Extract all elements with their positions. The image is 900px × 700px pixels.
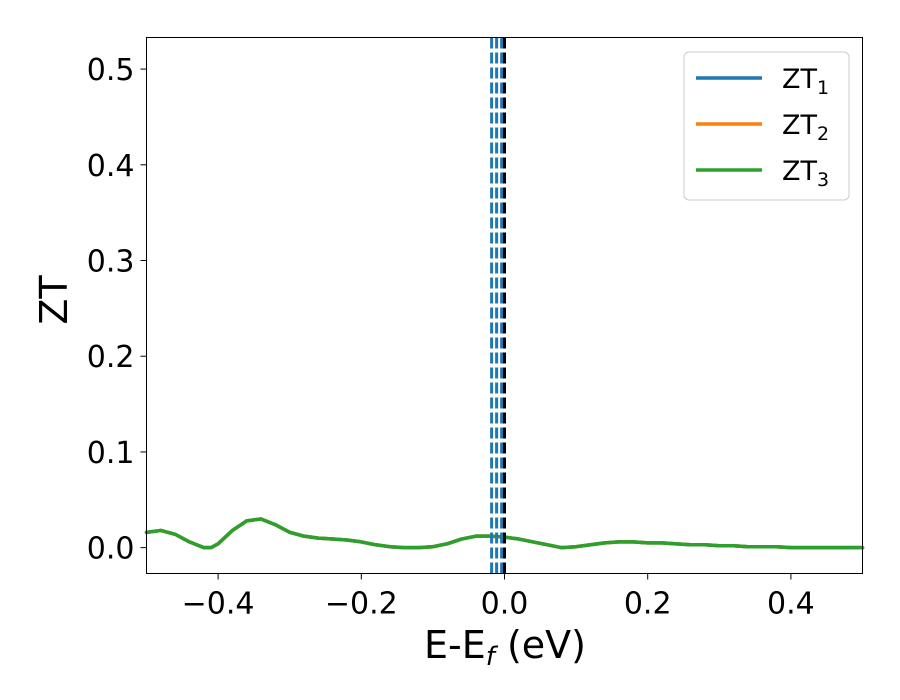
x-axis-label-unit: (eV) [495,623,586,667]
y-axis-ticks: 0.0 0.1 0.2 0.3 0.4 0.5 [87,53,147,567]
y-tick-label-3: 0.2 [87,340,135,375]
legend-label-1: ZT1 [782,64,829,99]
legend-label-sub-3: 3 [817,169,829,191]
legend-label-main-2: ZT [782,110,817,141]
vertical-lines [490,37,506,574]
x-tick-label-2: −0.2 [325,587,398,622]
legend-label-sub-2: 2 [817,123,829,145]
legend-label-main-3: ZT [782,156,817,187]
x-tick-label-5: 0.4 [767,587,815,622]
legend-label-main-1: ZT [782,64,817,95]
legend-label-3: ZT3 [782,156,829,191]
y-tick-label-6: 0.5 [87,53,135,88]
y-tick-label-5: 0.4 [87,149,135,184]
x-axis-label-main: E-E [424,623,486,667]
legend-label-sub-1: 1 [817,77,829,99]
x-axis-label: E-Ef (eV) [424,623,586,672]
y-axis-label: ZT [32,275,76,325]
y-tick-label-2: 0.1 [87,436,135,471]
x-tick-label-4: 0.2 [624,587,672,622]
x-axis-ticks: −0.4 −0.2 0.0 0.2 0.4 [182,573,815,622]
legend-box [683,51,850,201]
y-tick-label-1: 0.0 [87,532,135,567]
x-tick-label-3: 0.0 [481,587,529,622]
legend-label-2: ZT2 [782,110,829,145]
y-tick-label-4: 0.3 [87,245,135,280]
x-tick-label-1: −0.4 [182,587,255,622]
